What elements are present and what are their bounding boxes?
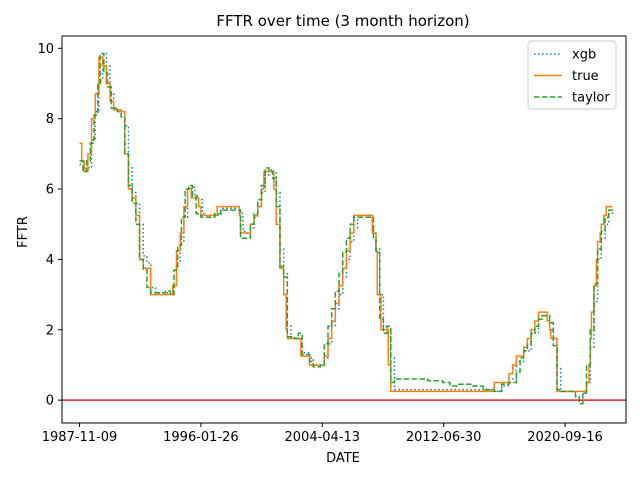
x-tick-label: 2020-09-16 [527,430,603,445]
chart-title: FFTR over time (3 month horizon) [216,12,469,30]
y-tick-label: 0 [46,394,54,409]
plot-area [62,52,626,405]
x-axis: 1987-11-09 1996-01-26 2004-04-13 2012-06-30… [42,423,603,445]
x-tick-label: 1996-01-26 [163,430,239,445]
y-tick-label: 2 [46,323,54,338]
legend-items: xgb true taylor [534,48,610,106]
y-tick-label: 4 [46,253,54,268]
legend: xgb true taylor [527,40,617,110]
y-axis-label: FFTR [16,216,31,248]
x-tick-label: 2004-04-13 [285,430,361,445]
y-tick-label: 6 [46,183,54,198]
x-axis-label: DATE [326,451,360,466]
legend-box [527,40,617,110]
series-line-taylor [79,52,614,405]
legend-label-true: true [572,69,599,84]
y-tick-label: 8 [46,112,54,127]
plot-frame [61,35,627,424]
x-tick-label: 2012-06-30 [406,430,482,445]
x-tick-label: 1987-11-09 [42,430,118,445]
y-tick-label: 10 [37,42,54,57]
legend-label-taylor: taylor [572,91,610,106]
legend-label-xgb: xgb [572,48,596,63]
y-axis: 0 2 4 6 8 10 [37,42,62,409]
